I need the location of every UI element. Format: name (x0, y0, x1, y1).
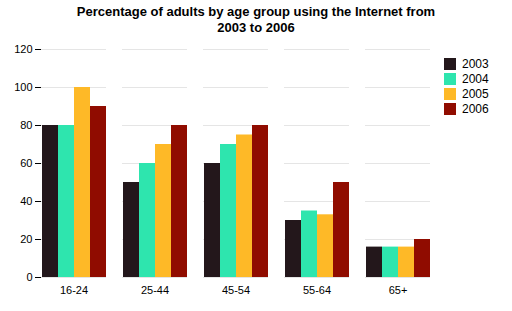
html-text:2004: 2004 (462, 72, 489, 87)
svg-text:20: 20 (20, 233, 32, 245)
svg-text:45-54: 45-54 (222, 284, 250, 296)
svg-text:0: 0 (26, 271, 32, 283)
svg-text:40: 40 (20, 195, 32, 207)
svg-text:100: 100 (14, 81, 32, 93)
html-text:Percentage of adults by age gr: Percentage of adults by age group using … (76, 4, 436, 35)
svg-text:120: 120 (14, 43, 32, 55)
svg-text:80: 80 (20, 119, 32, 131)
svg-text:55-64: 55-64 (303, 284, 331, 296)
svg-text:60: 60 (20, 157, 32, 169)
html-text:2005: 2005 (462, 87, 489, 102)
svg-text:25-44: 25-44 (141, 284, 169, 296)
html-text:2003: 2003 (462, 57, 489, 72)
svg-text:65+: 65+ (389, 284, 408, 296)
svg-text:16-24: 16-24 (60, 284, 88, 296)
html-text:2006: 2006 (462, 102, 489, 117)
